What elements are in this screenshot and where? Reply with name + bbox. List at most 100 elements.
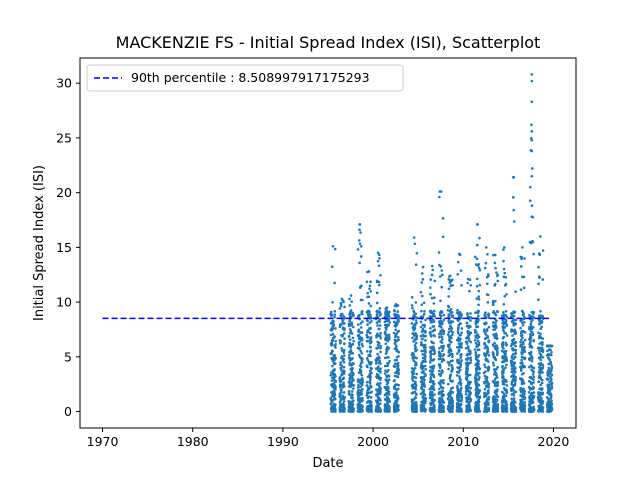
data-point <box>458 322 462 325</box>
data-point <box>429 401 432 405</box>
data-point <box>377 342 381 346</box>
data-point <box>375 321 379 324</box>
data-point <box>538 314 541 318</box>
data-point <box>440 341 444 344</box>
data-point <box>368 378 372 381</box>
data-point <box>370 361 373 364</box>
data-point <box>519 265 523 268</box>
data-point <box>548 404 551 407</box>
data-point <box>369 366 372 370</box>
data-point <box>339 366 343 370</box>
data-point <box>428 286 432 289</box>
data-point <box>422 345 426 349</box>
data-point <box>440 325 443 329</box>
data-point <box>421 396 425 399</box>
data-point <box>520 338 523 342</box>
data-point <box>539 383 542 387</box>
data-point <box>505 384 509 387</box>
data-point <box>438 190 442 193</box>
data-point <box>412 367 415 371</box>
data-point <box>464 346 468 350</box>
data-point <box>527 351 531 355</box>
data-point <box>456 370 459 374</box>
data-point <box>467 352 471 356</box>
data-point <box>476 320 480 323</box>
data-point <box>378 324 382 327</box>
data-point <box>393 385 397 389</box>
data-point <box>474 357 478 361</box>
data-point <box>329 398 333 402</box>
data-point <box>514 340 518 344</box>
data-point <box>338 325 342 329</box>
data-point <box>378 320 381 323</box>
data-point <box>455 374 459 377</box>
data-point <box>491 397 495 400</box>
data-point <box>422 381 426 384</box>
data-point <box>495 353 499 357</box>
data-point <box>367 399 370 403</box>
data-point <box>547 400 551 404</box>
data-point <box>431 381 435 385</box>
data-point <box>413 382 417 386</box>
data-point <box>350 381 353 384</box>
data-point <box>447 313 451 317</box>
data-point <box>333 390 336 394</box>
data-point <box>510 393 514 396</box>
data-point <box>514 290 517 293</box>
data-point <box>476 395 480 399</box>
data-point <box>484 261 488 265</box>
y-tick-label: 30 <box>56 76 72 91</box>
data-point <box>473 328 477 332</box>
data-point <box>375 309 379 313</box>
data-point <box>383 323 387 327</box>
data-point <box>538 252 541 255</box>
data-point <box>530 355 533 358</box>
data-point <box>438 275 442 278</box>
data-point <box>366 291 370 295</box>
data-point <box>522 317 526 321</box>
data-point <box>376 374 379 378</box>
data-point <box>529 314 532 318</box>
data-point <box>493 384 497 387</box>
data-point <box>367 330 370 334</box>
data-point <box>431 347 435 351</box>
data-point <box>447 305 451 309</box>
data-point <box>329 328 333 331</box>
data-point <box>442 358 446 362</box>
data-point <box>367 391 371 395</box>
data-point <box>521 275 524 279</box>
data-point <box>459 343 462 347</box>
data-point <box>421 399 425 403</box>
data-point <box>378 256 381 260</box>
data-point <box>485 275 489 279</box>
data-point <box>441 235 445 239</box>
data-point <box>395 391 398 394</box>
data-point <box>451 315 454 319</box>
data-point <box>357 239 361 242</box>
data-point <box>548 380 551 384</box>
data-point <box>366 323 369 326</box>
data-point <box>511 352 515 356</box>
data-point <box>341 358 345 362</box>
data-point <box>366 350 369 353</box>
data-point <box>474 331 477 334</box>
data-point <box>357 402 361 405</box>
data-point <box>368 345 372 349</box>
data-point <box>505 334 509 337</box>
data-point <box>370 390 373 394</box>
data-point <box>343 305 346 309</box>
data-point <box>334 357 337 360</box>
data-point <box>334 379 337 383</box>
data-point <box>458 377 462 380</box>
data-point <box>451 320 455 324</box>
data-point <box>377 388 380 392</box>
data-point <box>474 350 478 354</box>
data-point <box>386 402 390 405</box>
data-point <box>539 363 542 367</box>
data-point <box>450 363 454 367</box>
data-point <box>531 333 535 337</box>
data-point <box>351 351 355 355</box>
data-point <box>413 386 417 390</box>
data-point <box>351 342 355 346</box>
data-point <box>466 277 470 281</box>
